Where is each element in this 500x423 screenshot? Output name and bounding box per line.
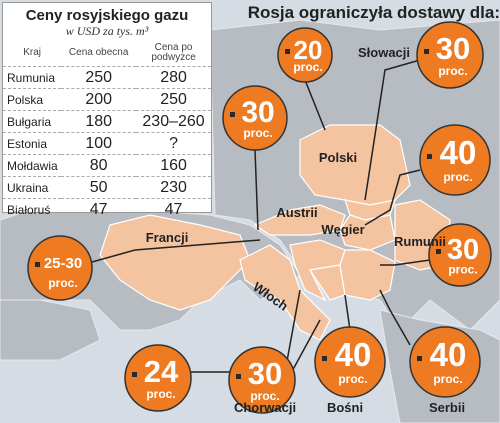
leader-lines	[91, 59, 431, 376]
badge-unit: proc.	[293, 60, 322, 74]
table-title: Ceny rosyjskiego gazu	[25, 7, 189, 24]
table-cell: 47	[61, 198, 137, 220]
badge-value: 30	[241, 96, 274, 129]
badge-circle	[416, 21, 484, 89]
badge: 25-30 proc.	[27, 235, 93, 301]
table-cell: Bułgaria	[3, 110, 62, 133]
table-subtitle: w USD za tys. m³	[65, 24, 149, 38]
country-label: Polski	[319, 150, 357, 165]
badge-value: 40	[440, 134, 477, 171]
column-header: Kraj	[23, 47, 42, 58]
table-cell: 50	[61, 176, 137, 199]
table-row: Mołdawia 80 160	[3, 154, 211, 177]
table-cell: 80	[61, 154, 137, 177]
badge-unit: proc.	[448, 263, 477, 277]
country-label: Rumunii	[394, 234, 446, 249]
badge-icon	[230, 112, 235, 117]
badge-value: 20	[294, 35, 323, 65]
table-cell: Mołdawia	[3, 154, 62, 177]
badge-circle	[428, 223, 492, 287]
table-cell: 100	[61, 132, 137, 155]
table-cell: Polska	[3, 88, 62, 111]
badge-value: 24	[144, 354, 179, 389]
column-header: Cena obecna	[68, 47, 129, 58]
table-cell: 250	[61, 66, 137, 89]
table-cell: Estonia	[3, 132, 62, 155]
price-table: Ceny rosyjskiego gazu w USD za tys. m³ K…	[2, 2, 212, 220]
country-label: Francji	[146, 230, 189, 245]
badge-circle	[314, 326, 386, 398]
table-cell: 230	[136, 176, 211, 199]
table: Kraj Cena obecna Cena po podwyżce Rumunia 25…	[3, 41, 211, 220]
badge-icon	[427, 154, 432, 159]
header-row: Kraj Cena obecna Cena po podwyżce	[3, 41, 211, 67]
badge-icon	[424, 49, 429, 54]
badge-icon	[285, 49, 290, 54]
badge-unit: proc.	[250, 389, 279, 403]
badge-circle	[27, 235, 93, 301]
table-row: Rumunia 250 280	[3, 66, 211, 89]
table-cell: 200	[61, 88, 137, 111]
badge-unit: proc.	[338, 372, 367, 386]
table-cell: Białoruś	[3, 198, 62, 220]
badge-circle	[419, 124, 491, 196]
table-cell: 47	[136, 198, 211, 220]
badge-unit: proc.	[433, 372, 462, 386]
badge-unit: proc.	[243, 126, 272, 140]
badge-circle	[277, 27, 333, 83]
country-label: Węgier	[321, 222, 364, 237]
table-cell: 160	[136, 154, 211, 177]
badge-icon	[35, 262, 40, 267]
badge-unit: proc.	[146, 387, 175, 401]
column-header: Cena po podwyżce	[151, 42, 196, 63]
country-label: Chorwacji	[234, 400, 296, 415]
badge-icon	[322, 356, 327, 361]
badge-unit: proc.	[48, 276, 77, 290]
badge-icon	[132, 372, 137, 377]
badge-icon	[417, 356, 422, 361]
table-row: Estonia 100?	[3, 132, 211, 155]
table-row: Bułgaria 180 230–260	[3, 110, 211, 133]
badge-icon	[436, 249, 441, 254]
table-row: Polska 200 250	[3, 88, 211, 111]
badge-circle	[222, 85, 288, 151]
badge-value: 30	[248, 356, 282, 391]
table-cell: 280	[136, 66, 211, 89]
table-cell: 180	[61, 110, 137, 133]
badge-unit: proc.	[443, 170, 472, 184]
badge-circle	[228, 346, 296, 414]
badge-icon	[236, 374, 241, 379]
table-cell: Ukraina	[3, 176, 62, 199]
badge-value: 30	[436, 31, 470, 66]
country-label: Austrii	[276, 205, 317, 220]
badge-value: 30	[447, 234, 479, 266]
map-title: Rosja ograniczyła dostawy dla:	[248, 3, 500, 22]
table-cell: 230–260	[136, 110, 211, 133]
badge-circle	[124, 344, 192, 412]
badge-value: 25-30	[44, 255, 82, 272]
table-cell: 250	[136, 88, 211, 111]
country-label: Bośni	[327, 400, 363, 415]
table-cell: Rumunia	[3, 66, 62, 89]
badge-circle	[409, 326, 481, 398]
country-label: Serbii	[429, 400, 465, 415]
country-label: Słowacji	[358, 45, 410, 60]
table-cell: ?	[136, 132, 211, 155]
badge-value: 40	[430, 336, 467, 373]
table-row: Białoruś 47 47	[3, 198, 211, 220]
badge-unit: proc.	[438, 64, 467, 78]
table-row: Ukraina 50 230	[3, 176, 211, 199]
badge-value: 40	[335, 336, 372, 373]
